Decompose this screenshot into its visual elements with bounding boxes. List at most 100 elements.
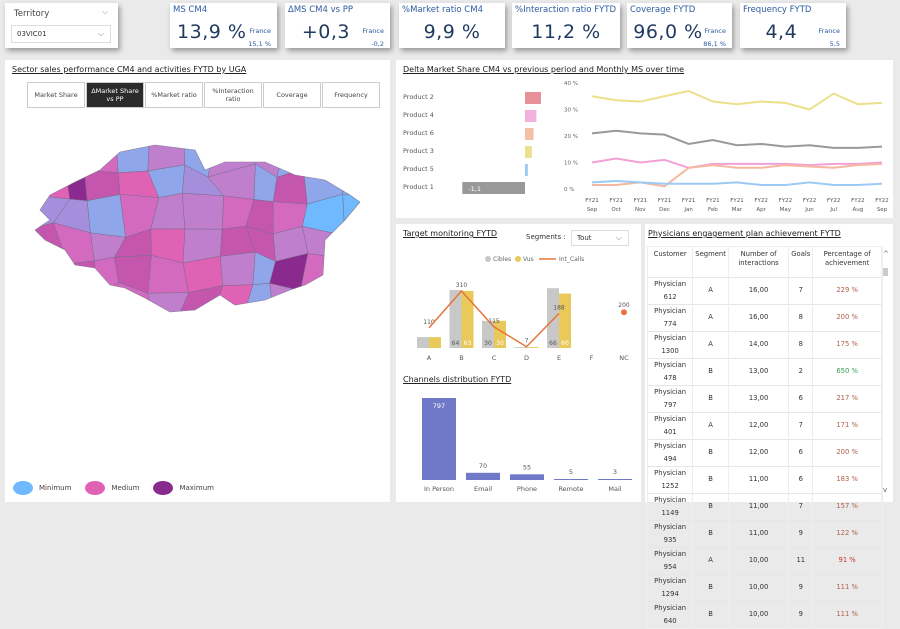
ms-line-product-1[interactable] (591, 129, 883, 149)
channel-bar[interactable] (554, 479, 588, 480)
kpi-value: 96,0 % (633, 21, 703, 43)
x-tick-label: May (780, 207, 792, 213)
scroll-down-icon[interactable]: v (883, 486, 888, 494)
column-header[interactable]: Customer (648, 247, 694, 277)
product-label: Product 5 (403, 165, 434, 173)
int-calls-point[interactable] (621, 309, 627, 316)
bar-data-label: 63 (464, 340, 472, 347)
delta-bar[interactable] (462, 182, 525, 194)
bar-vus[interactable] (429, 337, 441, 348)
map-region[interactable] (30, 140, 67, 173)
bar-cibles[interactable] (514, 347, 527, 348)
x-tick-label: FY21 (658, 198, 672, 204)
map-region[interactable] (60, 140, 94, 173)
x-tick-label: NC (619, 354, 629, 362)
map-region[interactable] (344, 235, 371, 267)
table-row[interactable]: Physician 494 B 12,00 6 200 % (648, 438, 882, 466)
delta-bar[interactable] (525, 128, 534, 140)
map-region[interactable] (342, 193, 371, 238)
delta-bar[interactable] (525, 164, 528, 176)
map-region[interactable] (276, 140, 311, 178)
map-region[interactable] (300, 253, 350, 296)
segments-dropdown[interactable]: Tout ⌵ (571, 230, 629, 246)
table-row[interactable]: Physician 1149 B 11,00 7 157 % (648, 492, 882, 520)
territory-dropdown[interactable]: 03VIC01 ⌵ (11, 25, 111, 43)
delta-bar[interactable] (525, 146, 532, 158)
chevron-down-icon[interactable]: ⌵ (101, 7, 108, 16)
kpi-title: %Market ratio CM4 (402, 5, 483, 15)
table-row[interactable]: Physician 954 A 10,00 11 91 % (648, 546, 882, 574)
ms-line-product-4[interactable] (591, 157, 883, 169)
table-row[interactable]: Physician 612 A 16,00 7 229 % (648, 276, 882, 304)
scroll-thumb[interactable] (883, 268, 888, 276)
table-row[interactable]: Physician 1294 B 10,00 9 111 % (648, 573, 882, 601)
int-calls-line[interactable] (428, 289, 560, 348)
map-region[interactable] (303, 140, 342, 174)
bar-cibles[interactable] (482, 320, 494, 348)
table-cell: Physician 612 (648, 276, 694, 304)
table-row[interactable]: Physician 1252 B 11,00 6 183 % (648, 465, 882, 493)
bar-vus[interactable] (526, 347, 539, 348)
table-row[interactable]: Physician 935 B 11,00 9 122 % (648, 519, 882, 547)
map-region[interactable] (94, 256, 120, 297)
map-region[interactable] (220, 251, 256, 286)
tab-metric[interactable]: Market Share (27, 82, 85, 108)
tab-metric[interactable]: ΔMarket Share vs PP (86, 82, 144, 108)
map-region[interactable] (30, 166, 71, 200)
tab-metric[interactable]: Coverage (263, 82, 321, 108)
bar-cibles[interactable] (417, 337, 429, 348)
table-row[interactable]: Physician 797 B 13,00 6 217 % (648, 384, 882, 412)
table-row[interactable]: Physician 401 A 12,00 7 171 % (648, 411, 882, 439)
legend-item: Medium (85, 481, 139, 495)
sector-title: Sector sales performance CM4 and activit… (12, 65, 247, 74)
kpi-title: Coverage FYTD (630, 5, 696, 15)
map-region[interactable] (333, 283, 371, 320)
map-region[interactable] (182, 193, 224, 230)
uga-map[interactable] (5, 140, 390, 470)
bar-cibles[interactable] (547, 288, 559, 348)
map-region[interactable] (86, 194, 126, 238)
map-region[interactable] (65, 169, 88, 202)
table-row[interactable]: Physician 640 B 10,00 9 111 % (648, 600, 882, 628)
map-region[interactable] (115, 140, 150, 174)
bar-vus[interactable] (461, 290, 474, 348)
map-region[interactable] (30, 283, 62, 320)
map-region[interactable] (60, 283, 98, 320)
table-cell: 13,00 (728, 384, 790, 412)
map-region[interactable] (60, 260, 98, 297)
column-header[interactable]: Segment (692, 247, 729, 277)
tab-metric[interactable]: %Interaction ratio (204, 82, 262, 108)
map-region[interactable] (30, 263, 68, 292)
map-region[interactable] (147, 292, 189, 320)
map-region[interactable] (269, 282, 315, 320)
table-row[interactable]: Physician 774 A 16,00 8 200 % (648, 303, 882, 331)
tab-metric[interactable]: Frequency (322, 82, 380, 108)
scroll-up-icon[interactable]: ^ (883, 250, 889, 258)
delta-bar[interactable] (525, 110, 537, 122)
map-region[interactable] (299, 290, 347, 320)
map-region[interactable] (84, 140, 119, 174)
table-row[interactable]: Physician 478 B 13,00 2 650 % (648, 357, 882, 385)
france-label: France (362, 27, 384, 35)
table-scrollbar[interactable]: ^ v (883, 250, 889, 494)
tab-metric[interactable]: %Market ratio (145, 82, 203, 108)
target-title: Target monitoring FYTD (403, 229, 498, 238)
bar-vus[interactable] (559, 293, 571, 348)
channel-bar[interactable] (510, 474, 544, 480)
ms-line-product-5[interactable] (591, 180, 883, 187)
channel-bar[interactable] (598, 479, 632, 480)
column-header[interactable]: Number of interactions (728, 247, 790, 277)
map-region[interactable] (345, 258, 371, 296)
channel-bar[interactable] (422, 398, 456, 480)
column-header[interactable]: Goals (788, 247, 814, 277)
map-region[interactable] (340, 166, 371, 196)
bar-vus[interactable] (494, 320, 506, 348)
delta-bar[interactable] (525, 92, 541, 104)
bar-cibles[interactable] (449, 290, 462, 348)
map-region[interactable] (338, 140, 371, 174)
ms-line-product-3[interactable] (591, 89, 883, 111)
column-header[interactable]: Percentage of achievement (812, 247, 882, 277)
channel-bar[interactable] (466, 472, 500, 480)
map-region[interactable] (83, 281, 120, 320)
table-row[interactable]: Physician 1300 A 14,00 8 175 % (648, 330, 882, 358)
